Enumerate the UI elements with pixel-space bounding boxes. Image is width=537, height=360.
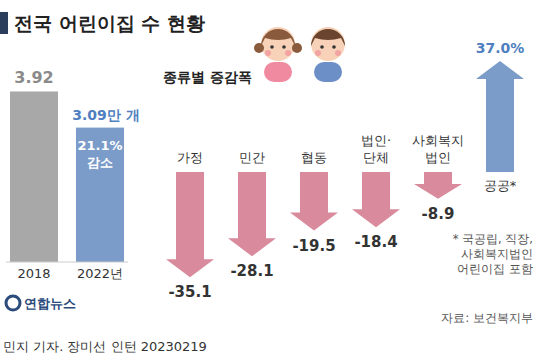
illustration-cheek [315,50,321,56]
logo: 연합뉴스 [24,296,76,311]
arrow-bar [352,172,400,227]
arrow-bar [166,172,214,277]
tick-label: 민간 [239,150,265,165]
credit: 민지 기자. 장미선 인턴 20230219 [3,339,207,354]
arrow-bar [228,172,276,256]
annotation: 21.1% 감소 [77,138,122,170]
arrow-bar [414,172,462,199]
arrow-bar [290,172,338,231]
data-label: -18.4 [354,233,397,251]
data-label: -8.9 [422,205,455,223]
illustration-hair [292,43,302,53]
tick-label: 사회복지법인 [412,133,464,165]
tick-label-line: 민간 [239,150,265,165]
arrow-bar [476,61,524,172]
footnote: 사회복지법인 [461,247,533,261]
data-label: 37.0% [476,40,525,56]
data-label: -28.1 [230,262,273,280]
illustration-cheek [335,50,341,56]
tick-label-line: 가정 [177,150,203,165]
tick-label: 공공* [484,178,517,193]
illustration-eye [332,45,336,49]
annotation-line: 21.1% [77,138,122,153]
illustration-cheek [265,50,271,56]
illustration-face [311,27,345,61]
tick-label-line: 사회복지 [412,133,464,148]
illustration-cheek [285,50,291,56]
data-label: -35.1 [168,283,211,301]
tick-label-line: 법인· [361,133,391,148]
annotation-line: 감소 [87,155,113,170]
illustration [254,27,302,82]
tick-label: 2022년 [77,266,123,281]
illustration-eye [320,45,324,49]
baseline [6,262,128,263]
illustration-eye [282,45,286,49]
illustration-face [261,27,295,61]
illustration-hair [261,29,295,46]
illustration-body [264,62,292,82]
title: 전국 어린이집 수 현황 [14,12,205,34]
footnote: * 국공립, 직장, [453,232,533,246]
logo-icon [6,296,20,310]
tick-label-line: 공공* [484,178,517,193]
illustration-eye [270,45,274,49]
tick-label: 가정 [177,150,203,165]
data-label: 3.92 [14,68,53,87]
tick-label-line: 단체 [363,150,389,165]
data-label: -19.5 [292,237,335,255]
bar [10,91,58,262]
source: 자료: 보건복지부 [441,311,533,325]
footnote: 어린이집 포함 [457,262,533,276]
page: {"chart_data": [ {"type": "bar", "title"… [0,0,537,360]
tick-label: 2018 [17,266,50,281]
title-icon [0,12,8,34]
bar [76,128,124,262]
illustration [311,27,345,82]
tick-label-line: 법인 [425,150,451,165]
subtitle: 종류별 증감폭 [163,69,252,85]
tick-label-line: 협동 [301,150,327,165]
illustration-body [314,62,342,82]
illustration-hair [254,43,264,53]
data-label: 3.09만 개 [72,107,139,123]
illustration-hair [311,29,345,46]
canvas: 전국 어린이집 수 현황 3.92 2018 3.09만 개 2022년 21.1% 감소 종… [0,0,537,360]
tick-label: 법인· 단체 [361,133,391,165]
tick-label: 협동 [301,150,327,165]
